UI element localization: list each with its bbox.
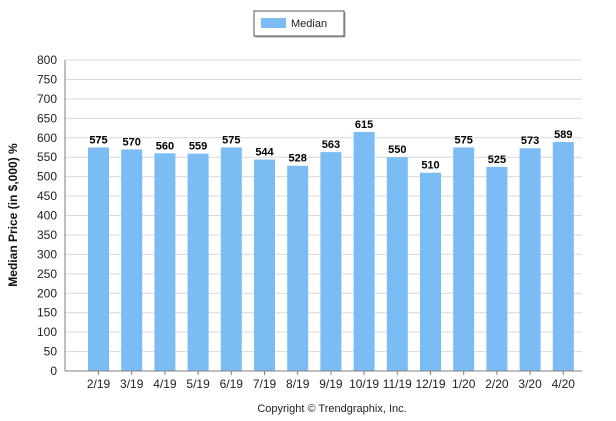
bar-3-19 [121, 149, 143, 371]
bar-1-20 [453, 147, 475, 371]
y-tick-label: 500 [37, 170, 57, 184]
data-label: 615 [355, 119, 373, 131]
data-label: 589 [554, 129, 572, 141]
bar-8-19 [287, 165, 309, 371]
bar-4-19 [154, 153, 176, 371]
data-label: 550 [388, 144, 406, 156]
y-tick-label: 450 [37, 189, 57, 203]
x-tick-label: 11/19 [383, 377, 412, 391]
x-tick-label: 12/19 [415, 377, 445, 391]
y-tick-label: 300 [37, 247, 57, 261]
data-label: 575 [89, 134, 107, 146]
bar-12-19 [420, 172, 441, 371]
y-tick-label: 400 [37, 209, 57, 223]
data-label: 510 [421, 160, 439, 172]
bar-3-20 [519, 148, 541, 371]
y-tick-label: 750 [37, 72, 57, 86]
y-tick-label: 800 [37, 53, 57, 67]
bar-9-19 [320, 152, 342, 371]
data-labels: 575 570 560 559 575 544 528 563 615 550 510 575 525 5… [89, 119, 572, 172]
data-label: 559 [189, 141, 207, 153]
x-tick-label: 2/20 [485, 377, 509, 391]
y-tick-label: 250 [37, 267, 57, 281]
x-tick-label: 5/19 [186, 377, 210, 391]
bar-10-19 [353, 131, 375, 371]
x-tick-label: 3/19 [120, 377, 144, 391]
x-tick-label: 7/19 [253, 377, 277, 391]
data-label: 560 [156, 140, 174, 152]
bar-4-20 [552, 142, 574, 371]
x-tick-label: 1/20 [452, 377, 476, 391]
x-tick-label: 10/19 [349, 377, 379, 391]
data-label: 525 [488, 154, 506, 166]
x-tick-label: 6/19 [220, 377, 244, 391]
x-tick-label: 9/19 [319, 377, 343, 391]
bars [88, 131, 574, 371]
x-tick-label: 8/19 [286, 377, 310, 391]
x-tick-label: 4/20 [552, 377, 576, 391]
bar-2-20 [486, 166, 508, 371]
y-axis-title: Median Price (in $,000) % [6, 143, 20, 287]
data-label: 544 [255, 147, 274, 159]
y-tick-label: 50 [44, 345, 58, 359]
data-label: 573 [521, 135, 539, 147]
data-label: 575 [455, 134, 473, 146]
y-tick-label: 600 [37, 131, 57, 145]
y-tick-label: 650 [37, 111, 57, 125]
x-tick-label: 2/19 [87, 377, 111, 391]
legend: Median [253, 10, 346, 38]
y-tick-label: 350 [37, 228, 57, 242]
y-tick-label: 200 [37, 286, 57, 300]
x-tick-label: 3/20 [518, 377, 542, 391]
bar-5-19 [187, 153, 209, 371]
legend-label-median: Median [291, 18, 327, 30]
y-tick-labels: 0 50 100 150 200 250 300 350 400 450 500 550 600 650 7… [37, 53, 57, 378]
y-tick-label: 0 [50, 364, 57, 378]
copyright-caption: Copyright © Trendgraphix, Inc. [257, 403, 406, 415]
y-tick-label: 100 [37, 325, 57, 339]
bar-2-19 [88, 147, 109, 371]
data-label: 528 [289, 153, 307, 165]
x-tick-label: 4/19 [153, 377, 177, 391]
legend-swatch-median [261, 18, 286, 28]
y-tick-label: 550 [37, 150, 57, 164]
y-tick-label: 700 [37, 92, 57, 106]
y-tick-label: 150 [37, 306, 57, 320]
data-label: 570 [123, 136, 141, 148]
bar-7-19 [254, 159, 275, 371]
bar-11-19 [386, 157, 408, 371]
data-label: 575 [222, 134, 240, 146]
data-label: 563 [322, 139, 340, 151]
bar-6-19 [220, 147, 242, 371]
x-tick-labels: 2/19 3/19 4/19 5/19 6/19 7/19 8/19 9/19 10/19 11/… [87, 371, 575, 391]
